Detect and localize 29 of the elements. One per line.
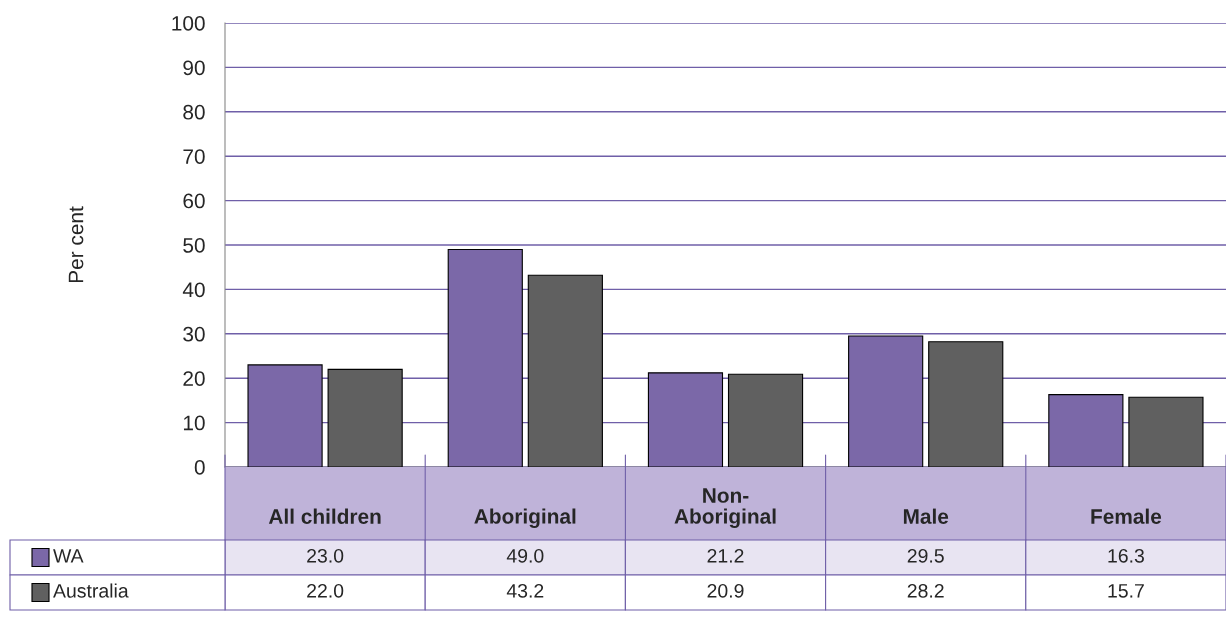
- data-label: 16.3: [1108, 548, 1144, 563]
- data-label: 23.0: [307, 548, 344, 563]
- data-label: 21.2: [707, 548, 744, 563]
- y-tick-label: 100: [172, 16, 205, 31]
- y-tick-label: 0: [194, 460, 205, 475]
- x-tick-label: Male: [903, 508, 949, 524]
- y-tick-label: 80: [183, 104, 205, 120]
- x-tick-label: Female: [1091, 508, 1162, 524]
- x-tick-label: Non- Aboriginal: [674, 488, 776, 528]
- legend-label: WA: [53, 549, 84, 563]
- y-tick-label: 40: [182, 282, 205, 298]
- y-tick-label: 60: [183, 193, 205, 209]
- data-label: 22.0: [307, 583, 344, 598]
- x-tick-label: All children: [268, 508, 381, 524]
- legend-label: Australia: [53, 583, 129, 598]
- data-label: 28.2: [907, 583, 944, 598]
- y-tick-label: 20: [183, 371, 205, 386]
- y-tick-label: 10: [183, 415, 205, 431]
- data-label: 49.0: [506, 548, 544, 563]
- y-tick-label: 30: [183, 326, 205, 342]
- y-tick-label: 50: [183, 238, 205, 253]
- data-label: 29.5: [907, 548, 944, 563]
- data-label: 20.9: [707, 583, 744, 598]
- x-tick-label: Aboriginal: [474, 508, 576, 528]
- y-tick-label: 70: [183, 149, 205, 164]
- data-label: 43.2: [506, 583, 544, 598]
- y-tick-label: 90: [183, 60, 205, 76]
- data-label: 15.7: [1108, 584, 1144, 598]
- y-axis-title: Per cent: [68, 206, 84, 283]
